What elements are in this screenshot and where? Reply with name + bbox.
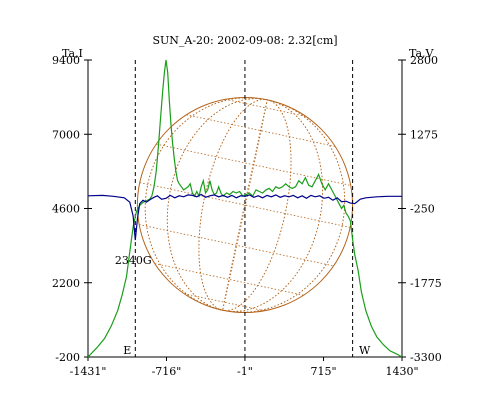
x-tick-label: 715" [310, 365, 336, 378]
chart-title: SUN_A-20: 2002-09-08: 2.32[cm] [152, 34, 337, 47]
x-tick-label: -1" [237, 365, 253, 378]
left-axis-label: Ta,I [62, 47, 83, 60]
right-tick-label: -1775 [410, 277, 442, 290]
right-axis-label: Ta,V [409, 47, 435, 60]
left-tick-label: 7000 [52, 128, 80, 141]
solar-meridian [166, 98, 324, 312]
limb-marker-label: W [359, 344, 371, 357]
right-tick-label: 2800 [410, 54, 438, 67]
x-tick-label: 1430" [385, 365, 418, 378]
x-tick-label: -1431" [70, 365, 107, 378]
solar-parallel [139, 224, 334, 267]
right-tick-label: 1275 [410, 128, 438, 141]
right-tick-label: -250 [410, 203, 435, 216]
left-tick-label: 4600 [52, 203, 80, 216]
x-tick-label: -716" [152, 365, 182, 378]
solar-parallel [139, 182, 351, 228]
solar-parallel [186, 114, 336, 147]
solar-parallel [154, 263, 304, 296]
solar-parallel [156, 143, 351, 186]
left-tick-label: 2200 [52, 277, 80, 290]
limb-marker-label: E [123, 344, 131, 357]
left-tick-label: -200 [55, 351, 80, 364]
solar-meridian [166, 98, 324, 312]
left-tick-label: 9400 [52, 54, 80, 67]
annotation-label: 2340G [115, 254, 152, 267]
stokes-v-line [87, 193, 402, 241]
right-tick-label: -3300 [410, 351, 442, 364]
